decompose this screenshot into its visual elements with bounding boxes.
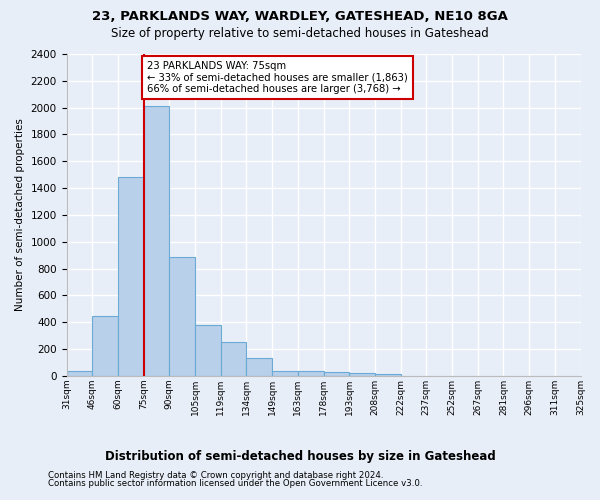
Text: 23 PARKLANDS WAY: 75sqm
← 33% of semi-detached houses are smaller (1,863)
66% of: 23 PARKLANDS WAY: 75sqm ← 33% of semi-de…: [148, 60, 408, 94]
Bar: [375, 374, 401, 376]
Text: Size of property relative to semi-detached houses in Gateshead: Size of property relative to semi-detach…: [111, 28, 489, 40]
Bar: [272, 371, 298, 376]
Bar: [143, 106, 169, 376]
Bar: [247, 358, 272, 376]
Text: Distribution of semi-detached houses by size in Gateshead: Distribution of semi-detached houses by …: [104, 450, 496, 463]
Text: 23, PARKLANDS WAY, WARDLEY, GATESHEAD, NE10 8GA: 23, PARKLANDS WAY, WARDLEY, GATESHEAD, N…: [92, 10, 508, 23]
Bar: [221, 342, 247, 376]
Bar: [195, 325, 221, 376]
Bar: [169, 257, 195, 376]
Bar: [298, 371, 323, 376]
Bar: [67, 371, 92, 376]
Text: Contains HM Land Registry data © Crown copyright and database right 2024.: Contains HM Land Registry data © Crown c…: [48, 471, 383, 480]
Bar: [349, 373, 375, 376]
Text: Contains public sector information licensed under the Open Government Licence v3: Contains public sector information licen…: [48, 478, 422, 488]
Y-axis label: Number of semi-detached properties: Number of semi-detached properties: [15, 118, 25, 312]
Bar: [323, 372, 349, 376]
Bar: [92, 316, 118, 376]
Bar: [118, 178, 143, 376]
